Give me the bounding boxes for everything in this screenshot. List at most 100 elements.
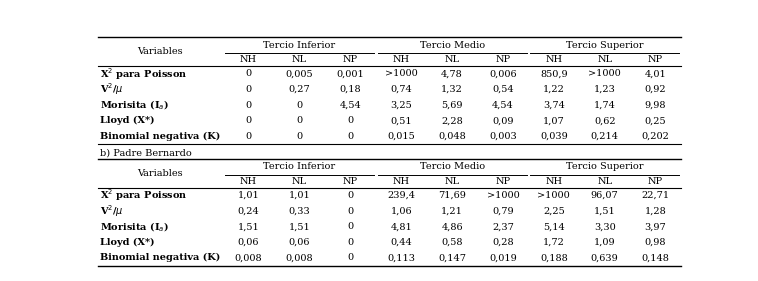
Text: 0,06: 0,06 — [289, 238, 310, 247]
Text: 0,006: 0,006 — [489, 69, 517, 78]
Text: 0,005: 0,005 — [286, 69, 313, 78]
Text: 0,214: 0,214 — [590, 132, 619, 141]
Text: 3,97: 3,97 — [645, 222, 666, 231]
Text: 1,01: 1,01 — [238, 191, 259, 200]
Text: 0,001: 0,001 — [337, 69, 364, 78]
Text: 3,30: 3,30 — [594, 222, 615, 231]
Text: 0,24: 0,24 — [238, 207, 259, 216]
Text: 0,09: 0,09 — [492, 116, 514, 125]
Text: 0,27: 0,27 — [289, 85, 310, 94]
Text: X$^2$ para Poisson: X$^2$ para Poisson — [100, 66, 187, 82]
Text: 0: 0 — [347, 238, 353, 247]
Text: 4,78: 4,78 — [441, 69, 463, 78]
Text: 1,09: 1,09 — [594, 238, 615, 247]
Text: 0,44: 0,44 — [390, 238, 412, 247]
Text: 3,25: 3,25 — [390, 101, 412, 110]
Text: Tercio Inferior: Tercio Inferior — [263, 40, 336, 49]
Text: 0,148: 0,148 — [642, 253, 669, 262]
Text: 0,62: 0,62 — [594, 116, 615, 125]
Text: 0: 0 — [347, 222, 353, 231]
Text: 1,32: 1,32 — [441, 85, 463, 94]
Text: Tercio Superior: Tercio Superior — [566, 162, 644, 171]
Text: 4,86: 4,86 — [441, 222, 463, 231]
Text: 0,28: 0,28 — [492, 238, 514, 247]
Text: NL: NL — [597, 177, 612, 186]
Text: NL: NL — [597, 55, 612, 64]
Text: Lloyd (X*): Lloyd (X*) — [100, 116, 155, 125]
Text: NL: NL — [292, 55, 307, 64]
Text: Binomial negativa (K): Binomial negativa (K) — [100, 132, 221, 141]
Text: 1,01: 1,01 — [289, 191, 310, 200]
Text: 1,72: 1,72 — [543, 238, 565, 247]
Text: 1,74: 1,74 — [594, 101, 615, 110]
Text: 239,4: 239,4 — [387, 191, 415, 200]
Text: 0: 0 — [296, 132, 302, 141]
Text: 4,54: 4,54 — [492, 101, 514, 110]
Text: NH: NH — [240, 177, 257, 186]
Text: NL: NL — [444, 55, 459, 64]
Text: NP: NP — [648, 177, 663, 186]
Text: Tercio Medio: Tercio Medio — [419, 162, 484, 171]
Text: Tercio Superior: Tercio Superior — [566, 40, 644, 49]
Text: 0,25: 0,25 — [645, 116, 666, 125]
Text: Morisita (I$_a$): Morisita (I$_a$) — [100, 98, 169, 112]
Text: 0,74: 0,74 — [390, 85, 412, 94]
Text: Tercio Inferior: Tercio Inferior — [263, 162, 336, 171]
Text: 1,51: 1,51 — [289, 222, 310, 231]
Text: 5,14: 5,14 — [543, 222, 565, 231]
Text: >1000: >1000 — [385, 69, 418, 78]
Text: Variables: Variables — [138, 47, 183, 56]
Text: NP: NP — [343, 55, 358, 64]
Text: 1,06: 1,06 — [390, 207, 412, 216]
Text: Variables: Variables — [138, 169, 183, 178]
Text: 0: 0 — [347, 207, 353, 216]
Text: 0,113: 0,113 — [387, 253, 415, 262]
Text: Binomial negativa (K): Binomial negativa (K) — [100, 253, 221, 262]
Text: 0: 0 — [296, 101, 302, 110]
Text: NH: NH — [393, 55, 410, 64]
Text: NP: NP — [496, 55, 510, 64]
Text: 22,71: 22,71 — [641, 191, 669, 200]
Text: 4,81: 4,81 — [390, 222, 412, 231]
Text: NP: NP — [648, 55, 663, 64]
Text: V$^2$/$\mu$: V$^2$/$\mu$ — [100, 203, 124, 219]
Text: 0,008: 0,008 — [286, 253, 313, 262]
Text: 0: 0 — [347, 116, 353, 125]
Text: 1,28: 1,28 — [645, 207, 666, 216]
Text: >1000: >1000 — [537, 191, 570, 200]
Text: 0: 0 — [347, 253, 353, 262]
Text: >1000: >1000 — [487, 191, 519, 200]
Text: 0: 0 — [246, 116, 252, 125]
Text: 0,79: 0,79 — [492, 207, 514, 216]
Text: 1,51: 1,51 — [594, 207, 615, 216]
Text: Tercio Medio: Tercio Medio — [419, 40, 484, 49]
Text: 0,003: 0,003 — [489, 132, 517, 141]
Text: 0,202: 0,202 — [642, 132, 669, 141]
Text: 0,008: 0,008 — [235, 253, 262, 262]
Text: 4,01: 4,01 — [645, 69, 666, 78]
Text: 0,015: 0,015 — [387, 132, 415, 141]
Text: 0,58: 0,58 — [441, 238, 463, 247]
Text: 2,37: 2,37 — [492, 222, 514, 231]
Text: NH: NH — [393, 177, 410, 186]
Text: 4,54: 4,54 — [340, 101, 361, 110]
Text: 0,048: 0,048 — [438, 132, 466, 141]
Text: 0,51: 0,51 — [390, 116, 412, 125]
Text: 0,019: 0,019 — [489, 253, 517, 262]
Text: NL: NL — [292, 177, 307, 186]
Text: 850,9: 850,9 — [540, 69, 568, 78]
Text: 0,06: 0,06 — [238, 238, 259, 247]
Text: V$^2$/$\mu$: V$^2$/$\mu$ — [100, 82, 124, 98]
Text: 0,92: 0,92 — [645, 85, 666, 94]
Text: 71,69: 71,69 — [438, 191, 466, 200]
Text: NH: NH — [545, 177, 562, 186]
Text: 0,54: 0,54 — [492, 85, 514, 94]
Text: 0,98: 0,98 — [645, 238, 666, 247]
Text: Morisita (I$_a$): Morisita (I$_a$) — [100, 220, 169, 234]
Text: 0,039: 0,039 — [540, 132, 568, 141]
Text: 0: 0 — [347, 132, 353, 141]
Text: 2,28: 2,28 — [441, 116, 463, 125]
Text: NL: NL — [444, 177, 459, 186]
Text: 9,98: 9,98 — [645, 101, 666, 110]
Text: 1,51: 1,51 — [238, 222, 259, 231]
